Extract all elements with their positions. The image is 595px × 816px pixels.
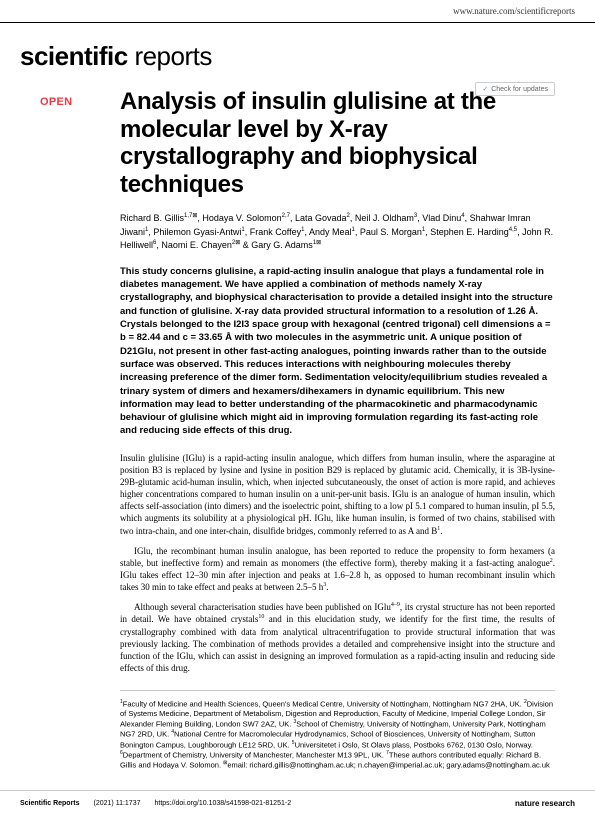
article-title: Analysis of insulin glulisine at the mol…	[120, 88, 555, 198]
footer-journal: Scientific Reports	[20, 800, 80, 807]
intro-paragraph-1: Insulin glulisine (IGlu) is a rapid-acti…	[120, 452, 555, 537]
check-updates-button[interactable]: Check for updates	[475, 82, 555, 96]
article-content: OPEN Check for updates Analysis of insul…	[0, 78, 595, 790]
affiliations: 1Faculty of Medicine and Health Sciences…	[120, 690, 555, 770]
page-footer: Scientific Reports (2021) 11:1737 https:…	[0, 790, 595, 816]
journal-name-light: reports	[128, 41, 212, 71]
intro-paragraph-2: IGlu, the recombinant human insulin anal…	[120, 545, 555, 594]
header-url: www.nature.com/scientificreports	[0, 0, 595, 23]
abstract: This study concerns glulisine, a rapid-a…	[120, 265, 555, 438]
open-access-badge: OPEN	[40, 96, 72, 108]
intro-paragraph-3: Although several characterisation studie…	[120, 601, 555, 674]
journal-title: scientific reports	[0, 23, 595, 78]
footer-left: Scientific Reports (2021) 11:1737 https:…	[20, 800, 291, 807]
author-list: Richard B. Gillis1,7⊠, Hodaya V. Solomon…	[120, 212, 555, 253]
footer-doi: https://doi.org/10.1038/s41598-021-81251…	[154, 800, 291, 807]
footer-citation: (2021) 11:1737	[94, 800, 141, 807]
footer-publisher: nature research	[515, 799, 575, 808]
journal-name-bold: scientific	[20, 41, 128, 71]
